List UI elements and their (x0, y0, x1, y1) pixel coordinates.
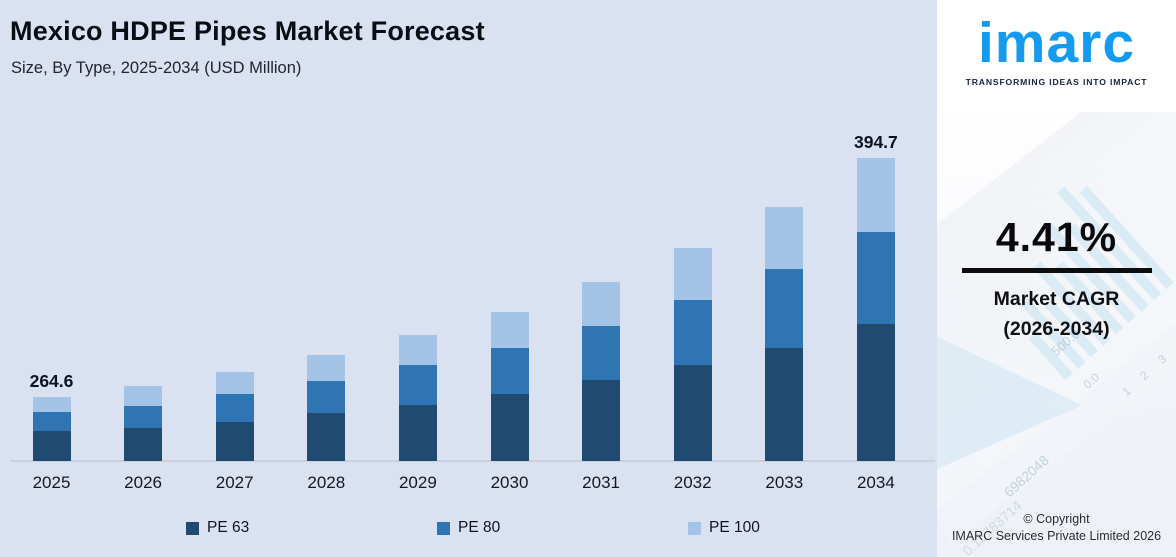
bar-segment-pe-63-2030 (490, 394, 529, 461)
x-axis-line (10, 460, 935, 462)
bar-segment-pe-100-2032 (673, 248, 712, 300)
x-tick-2026: 2026 (124, 473, 162, 492)
bar-segment-pe-80-2034 (856, 232, 895, 324)
bar-segment-pe-63-2026 (124, 428, 163, 461)
copyright-line2: IMARC Services Private Limited 2026 (951, 528, 1162, 543)
bar-segment-pe-100-2031 (582, 282, 621, 326)
cagr-value: 4.41% (995, 214, 1118, 260)
cagr-label: Market CAGR (993, 288, 1120, 310)
bar-segment-pe-63-2031 (582, 380, 621, 461)
legend-label: PE 80 (458, 519, 501, 536)
logo-tagline: TRANSFORMING IDEAS INTO IMPACT (965, 76, 1148, 87)
imarc-logo: imarc (977, 11, 1136, 75)
legend-swatch-pe-63 (186, 521, 199, 535)
panel-header-background (937, 0, 1176, 112)
chart-legend: PE 63 PE 80 PE 100 (186, 519, 760, 537)
x-tick-2027: 2027 (215, 473, 254, 492)
legend-item-pe-100: PE 100 (688, 519, 760, 537)
x-tick-2030: 2030 (490, 473, 529, 492)
bar-segment-pe-80-2029 (398, 365, 437, 405)
x-tick-2034: 2034 (856, 473, 895, 492)
bar-segment-pe-63-2033 (765, 348, 804, 461)
x-tick-2032: 2032 (673, 473, 712, 492)
legend-item-pe-80: PE 80 (437, 519, 500, 537)
x-tick-2031: 2031 (582, 473, 620, 492)
bar-segment-pe-80-2030 (490, 348, 529, 394)
legend-item-pe-63: PE 63 (186, 519, 249, 537)
bar-segment-pe-63-2029 (398, 405, 437, 461)
bar-segment-pe-63-2027 (215, 422, 254, 461)
chart-area: Mexico HDPE Pipes Market Forecast Size, … (10, 16, 935, 537)
bar-segment-pe-100-2026 (124, 386, 163, 406)
bar-segment-pe-100-2030 (490, 312, 529, 348)
bar-segment-pe-80-2026 (124, 406, 163, 428)
x-tick-2033: 2033 (765, 473, 804, 492)
page-title: Mexico HDPE Pipes Market Forecast (10, 16, 485, 46)
bar-segment-pe-63-2028 (307, 413, 346, 461)
bar-segment-pe-63-2034 (856, 324, 895, 461)
legend-swatch-pe-100 (688, 521, 701, 535)
copyright-line1: © Copyright (1023, 512, 1090, 526)
legend-swatch-pe-80 (437, 521, 450, 535)
x-tick-2029: 2029 (398, 473, 437, 492)
bar-value-label-2025: 264.6 (29, 371, 74, 391)
bar-segment-pe-100-2025 (32, 397, 71, 412)
bar-segment-pe-100-2027 (215, 372, 254, 394)
stacked-bar-chart: 2025 2026 2027 2028 2029 2030 2031 2032 2033 2034… (10, 132, 935, 492)
legend-label: PE 63 (207, 519, 250, 536)
bar-segment-pe-100-2029 (398, 335, 437, 365)
bar-segment-pe-80-2031 (582, 326, 621, 380)
cagr-underline (961, 268, 1152, 273)
page-subtitle: Size, By Type, 2025-2034 (USD Million) (11, 59, 302, 77)
x-tick-2025: 2025 (32, 473, 71, 492)
bar-segment-pe-80-2027 (215, 394, 254, 422)
bar-segment-pe-63-2032 (673, 365, 712, 461)
cagr-block: 4.41% Market CAGR (2026-2034) (937, 214, 1176, 344)
bar-segment-pe-80-2028 (307, 381, 346, 413)
copyright-block: © Copyright IMARC Services Private Limit… (937, 511, 1176, 544)
brand-panel: 500.0 0.0 1 2 3 4 6982048 0.15783714 ima… (937, 0, 1176, 557)
bar-segment-pe-63-2025 (32, 431, 71, 461)
imarc-logo-block: imarc TRANSFORMING IDEAS INTO IMPACT (937, 12, 1176, 87)
bar-segment-pe-100-2028 (307, 355, 346, 381)
bar-segment-pe-80-2025 (32, 412, 71, 431)
cagr-years: (2026-2034) (1003, 318, 1110, 341)
bar-segment-pe-80-2033 (765, 269, 804, 348)
bar-segment-pe-80-2032 (673, 300, 712, 365)
x-tick-2028: 2028 (307, 473, 346, 492)
legend-label: PE 100 (709, 519, 760, 536)
bar-segment-pe-100-2033 (765, 207, 804, 269)
bar-segment-pe-100-2034 (856, 158, 895, 232)
bar-value-label-2034: 394.7 (853, 132, 898, 152)
